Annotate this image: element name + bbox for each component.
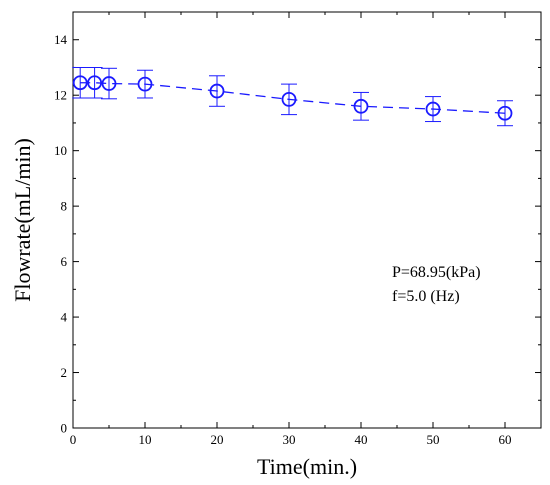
y-tick-label: 12 xyxy=(54,88,67,103)
plot-frame xyxy=(72,11,542,429)
y-tick-label: 14 xyxy=(54,32,68,47)
y-axis-title: Flowrate(mL/min) xyxy=(10,138,35,302)
annotation-pressure: P=68.95(kPa) xyxy=(392,264,481,281)
data-point xyxy=(281,91,297,107)
y-tick-label: 0 xyxy=(61,421,68,436)
y-tick-label: 10 xyxy=(54,143,67,158)
x-tick-label: 0 xyxy=(70,432,77,447)
x-tick-label: 40 xyxy=(355,432,368,447)
data-point xyxy=(101,76,117,91)
data-point xyxy=(87,75,102,91)
data-point xyxy=(72,75,88,91)
annotation-frequency: f=5.0 (Hz) xyxy=(392,288,460,305)
y-tick-label: 2 xyxy=(61,365,68,380)
x-tick-label: 60 xyxy=(499,432,512,447)
x-tick-label: 50 xyxy=(427,432,440,447)
y-tick-label: 8 xyxy=(61,199,68,214)
data-point xyxy=(137,76,153,92)
x-tick-label: 20 xyxy=(211,432,224,447)
data-point xyxy=(209,83,225,99)
data-point xyxy=(353,98,369,114)
x-tick-label: 10 xyxy=(139,432,152,447)
data-point xyxy=(425,101,441,117)
x-axis-title: Time(min.) xyxy=(257,454,357,479)
data-point xyxy=(497,105,513,121)
y-tick-label: 4 xyxy=(61,310,68,325)
y-tick-label: 6 xyxy=(61,254,68,269)
x-tick-label: 30 xyxy=(283,432,296,447)
plot-area: 0 10 20 30 40 50 60 0 2 4 6 8 10 12 14 xyxy=(54,11,542,447)
